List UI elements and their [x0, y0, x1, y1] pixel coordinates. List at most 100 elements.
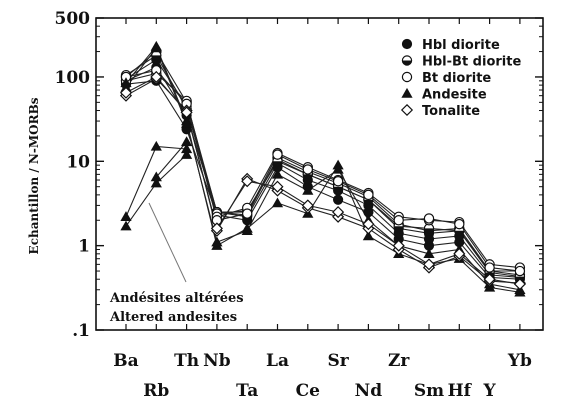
- data-point-s5-rb: [151, 50, 162, 61]
- annotation-line-1: Andésites altérées: [109, 291, 244, 306]
- y-tick-label: 1: [78, 237, 90, 257]
- data-point-s8-nd: [362, 230, 374, 241]
- data-point-s7-sr: [332, 176, 344, 187]
- y-axis: .1 1 10 100 500: [55, 9, 543, 341]
- legend-label-hbl-bt-diorite: Hbl-Bt diorite: [422, 55, 521, 70]
- data-point-s7-la: [272, 149, 283, 160]
- data-point-s9-nb: [211, 236, 223, 247]
- marker-shape: [180, 106, 193, 119]
- marker-fill: [272, 161, 283, 166]
- data-point-s12-rb: [150, 171, 162, 182]
- marker-shape: [302, 184, 314, 195]
- marker-shape: [423, 213, 435, 224]
- x-tick-label-sr: Sr: [327, 351, 349, 371]
- marker-shape: [332, 206, 345, 219]
- y-tick-label: 10: [66, 152, 90, 172]
- data-point-s9-sm: [423, 248, 435, 259]
- data-point-s14-sr: [332, 206, 345, 219]
- series-line-9: [125, 47, 521, 291]
- data-point-s14-y: [483, 273, 496, 286]
- data-point-s7-yb: [514, 265, 526, 277]
- marker-shape: [272, 149, 283, 160]
- x-tick-label-nd: Nd: [355, 381, 383, 401]
- data-point-s10-th: [181, 143, 193, 154]
- x-tick-label-nb: Nb: [203, 351, 231, 371]
- data-point-s14-rb: [150, 70, 163, 84]
- data-point-s9-ce: [302, 184, 314, 195]
- marker-shape: [401, 71, 413, 83]
- x-tick-label-ce: Ce: [296, 381, 321, 401]
- data-point-s11-ba: [120, 220, 132, 231]
- series-markers: [119, 40, 526, 297]
- marker-shape: [241, 175, 254, 188]
- annotation-line-2: Altered andesites: [109, 310, 237, 325]
- marker-shape: [150, 177, 162, 188]
- data-point-s14-zr: [392, 239, 405, 252]
- data-point-s9-th: [181, 117, 193, 128]
- marker-shape: [422, 258, 436, 271]
- data-point-s7-y: [484, 262, 495, 273]
- marker-fill: [394, 226, 404, 231]
- y-axis-label: Echantillon / N-MORBs: [27, 97, 41, 254]
- marker-shape: [362, 218, 375, 231]
- marker-shape: [119, 86, 133, 99]
- legend-label-tonalite: Tonalite: [422, 104, 480, 119]
- marker-shape: [210, 222, 223, 235]
- marker-shape: [393, 215, 404, 226]
- marker-shape: [271, 180, 284, 193]
- marker-fill: [151, 55, 161, 61]
- x-tick-label-yb: Yb: [507, 351, 532, 371]
- data-point-s1-sr: [333, 194, 344, 205]
- data-point-s14-ba: [119, 86, 133, 99]
- data-point-s7-nd: [363, 189, 374, 201]
- marker-shape: [513, 278, 526, 291]
- marker-shape: [120, 211, 132, 221]
- marker-shape: [241, 225, 253, 235]
- marker-shape: [181, 149, 193, 159]
- x-tick-label-ta: Ta: [236, 381, 258, 401]
- data-point-s7-ta: [241, 208, 253, 219]
- data-point-s14-sm: [422, 258, 436, 271]
- legend-marker-hbl-diorite: [401, 38, 413, 50]
- data-point-s14-nd: [362, 218, 375, 231]
- marker-shape: [332, 176, 344, 187]
- marker-shape: [401, 87, 413, 98]
- y-tick-label: 500: [55, 9, 91, 29]
- marker-shape: [332, 163, 344, 174]
- legend-marker-tonalite: [400, 103, 414, 117]
- y-tick-label: 100: [55, 68, 91, 88]
- data-point-s14-nb: [210, 222, 223, 235]
- marker-shape: [514, 265, 526, 277]
- marker-fill: [402, 60, 412, 66]
- data-point-s8-la: [271, 197, 284, 208]
- data-point-s9-sr: [332, 163, 344, 174]
- x-tick-label-ba: Ba: [113, 351, 138, 371]
- data-point-s14-hf: [453, 247, 466, 260]
- data-point-s14-ta: [241, 175, 254, 188]
- marker-fill: [303, 174, 313, 179]
- data-point-s9-la: [271, 168, 284, 179]
- marker-shape: [302, 164, 313, 175]
- x-tick-label-th: Th: [174, 351, 199, 371]
- marker-shape: [241, 208, 253, 219]
- marker-shape: [363, 189, 374, 201]
- series-line-11: [125, 154, 187, 227]
- data-point-s14-yb: [513, 278, 526, 291]
- series-line-12: [155, 141, 188, 178]
- x-tick-label-zr: Zr: [388, 351, 410, 371]
- marker-shape: [211, 236, 223, 247]
- data-point-s12-th: [181, 136, 193, 147]
- marker-shape: [150, 42, 162, 53]
- annotation-leader-line: [148, 202, 187, 283]
- marker-shape: [120, 220, 132, 231]
- marker-shape: [454, 218, 465, 230]
- data-point-s7-hf: [454, 218, 465, 230]
- legend-label-hbl-diorite: Hbl diorite: [422, 38, 500, 53]
- marker-shape: [453, 247, 466, 260]
- marker-shape: [401, 38, 413, 50]
- data-point-s7-sm: [423, 213, 435, 224]
- marker-shape: [271, 168, 284, 179]
- marker-shape: [181, 143, 193, 154]
